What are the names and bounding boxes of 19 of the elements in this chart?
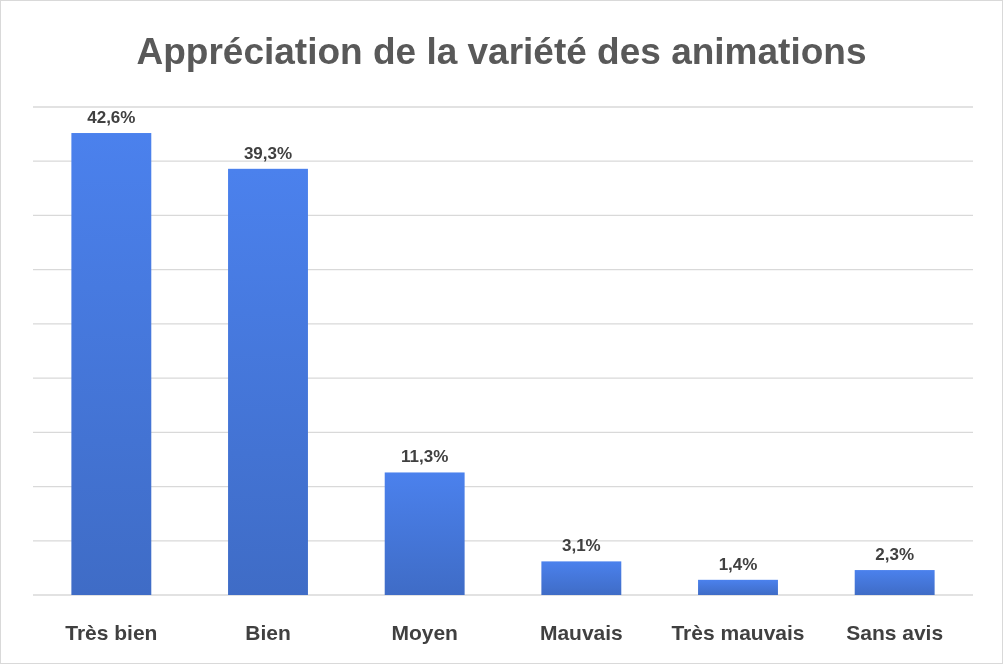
x-tick-label: Sans avis [846,621,944,644]
data-label: 42,6% [87,108,136,128]
bar [71,133,152,595]
data-label: 39,3% [243,143,293,163]
bar [228,168,308,595]
data-label: 11,3% [401,447,449,467]
x-tick-label: Bien [245,621,291,644]
data-label: 1,4% [718,554,758,574]
x-tick-label: Très mauvais [671,621,805,644]
bar [854,570,935,595]
chart-title: Appréciation de la variété des animations [136,31,867,72]
data-label: 3,1% [561,536,601,556]
bar [384,472,465,595]
data-label: 2,3% [875,545,915,565]
x-tick-label: Mauvais [539,621,623,644]
x-tick-label: Très bien [65,621,158,644]
bar [541,561,622,595]
bar [698,579,778,595]
x-tick-label: Moyen [391,621,458,644]
